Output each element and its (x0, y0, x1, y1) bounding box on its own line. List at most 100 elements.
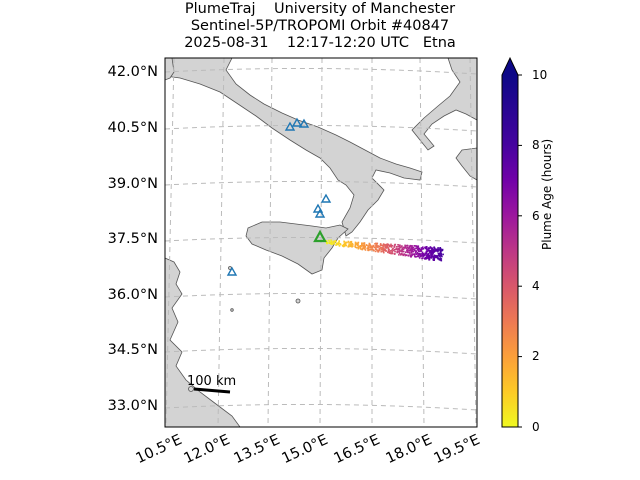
plume-point (420, 247, 423, 249)
plume-point (393, 245, 396, 248)
plume-point (403, 253, 406, 255)
plume-point (410, 252, 413, 254)
plume-point (433, 246, 436, 249)
plume-point (425, 257, 427, 259)
plume-point (388, 250, 390, 253)
plume-point (401, 245, 403, 247)
plume-point (375, 248, 378, 251)
plume-point (437, 247, 439, 249)
plume-point (385, 247, 388, 249)
plume-point (397, 250, 399, 253)
plume-point (433, 254, 436, 257)
plume-point (367, 248, 370, 250)
plume-point (435, 250, 438, 252)
title-line-2: Sentinel-5P/TROPOMI Orbit #40847 (190, 18, 450, 34)
plume-point (431, 251, 433, 254)
plume-point (355, 246, 358, 249)
plume-point (415, 245, 418, 247)
plume-point (363, 242, 366, 244)
island-kerkennah (188, 386, 194, 392)
plume-point (387, 248, 390, 250)
plume-point (398, 254, 400, 256)
plume-point (361, 244, 363, 247)
plume-point (373, 249, 375, 252)
plume-point (351, 242, 353, 245)
plume-point (398, 251, 400, 253)
plume-point (430, 252, 433, 255)
plume-point (343, 245, 345, 247)
plume-point (357, 246, 360, 249)
plume-point (364, 247, 366, 249)
plume-trajectory (324, 239, 444, 262)
plume-point (411, 253, 413, 256)
plume-point (439, 247, 442, 249)
plume-point (362, 242, 365, 245)
volcano-marker (291, 117, 303, 127)
plume-point (335, 240, 337, 243)
plume-point (355, 243, 357, 245)
plume-point (433, 255, 436, 258)
plume-point (427, 254, 430, 256)
plume-point (435, 254, 437, 257)
plume-point (430, 249, 433, 252)
plume-point (415, 247, 418, 250)
plume-point (439, 252, 442, 254)
plume-point (362, 247, 365, 250)
plume-point (354, 245, 356, 248)
plume-point (394, 250, 396, 253)
plume-point (330, 239, 332, 241)
plume-point (394, 243, 396, 246)
plume-point (386, 244, 388, 246)
plume-point (428, 257, 430, 259)
title-line-1: PlumeTraj University of Manchester (184, 1, 456, 17)
plume-point (370, 248, 373, 251)
plume-point (405, 245, 407, 247)
plume-point (380, 248, 383, 251)
plume-point (408, 251, 411, 254)
plume-point (418, 247, 421, 250)
plume-point (402, 246, 405, 249)
plume-point (382, 250, 384, 253)
plume-point (432, 252, 434, 255)
plume-point (330, 243, 332, 245)
plume-point (412, 246, 415, 249)
plume-point (391, 248, 394, 250)
plume-point (426, 250, 429, 253)
plume-point (406, 249, 409, 251)
plume-point (380, 250, 382, 253)
plume-point (359, 245, 362, 247)
plume-point (405, 247, 408, 250)
plume-point (389, 252, 392, 254)
plume-point (436, 256, 439, 258)
plume-point (428, 255, 431, 258)
plume-point (427, 249, 429, 251)
plume-point (390, 249, 393, 252)
plume-point (364, 249, 367, 251)
plume-point (374, 250, 377, 253)
plume-point (442, 253, 444, 256)
plume-point (350, 244, 352, 247)
plume-point (420, 253, 423, 255)
plume-point (426, 248, 428, 250)
plume-point (382, 245, 385, 247)
plume-point (351, 244, 353, 246)
plume-point (412, 250, 415, 253)
plume-point (417, 255, 419, 257)
plume-point (434, 248, 437, 250)
plume-point (369, 243, 371, 246)
plume-point (425, 255, 428, 257)
plume-point (376, 242, 379, 245)
plume-point (358, 245, 360, 248)
plume-point (422, 255, 425, 258)
lat-tick-label: 37.5°N (107, 231, 158, 247)
plume-point (428, 258, 431, 260)
lat-tick-label: 42.0°N (107, 64, 158, 80)
plume-point (440, 259, 443, 262)
plume-point (401, 249, 404, 251)
plume-point (439, 250, 442, 253)
plume-point (388, 251, 391, 254)
plume-point (363, 244, 366, 246)
plume-point (421, 257, 423, 260)
land-balkans (455, 147, 477, 181)
plume-point (409, 253, 411, 255)
